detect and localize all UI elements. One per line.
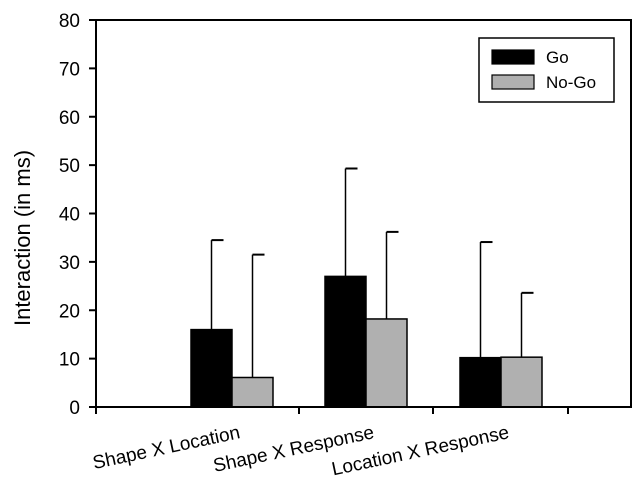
y-tick-label-20: 20	[59, 301, 80, 322]
y-tick-label-80: 80	[59, 11, 80, 32]
legend-box	[478, 37, 615, 103]
bar-no-go-1	[231, 376, 274, 408]
legend-swatch-go	[491, 49, 535, 65]
bar-go-2	[324, 275, 367, 408]
legend: Go No-Go	[478, 37, 615, 103]
bar-no-go-3	[500, 356, 543, 408]
y-tick-label-50: 50	[59, 156, 80, 177]
legend-label-no-go: No-Go	[546, 73, 596, 92]
bar-go-1	[190, 328, 233, 408]
y-tick-label-10: 10	[59, 350, 80, 371]
y-tick-label-30: 30	[59, 253, 80, 274]
bar-go-3	[459, 356, 502, 408]
y-tick-label-70: 70	[59, 59, 80, 80]
bar-no-go-2	[365, 318, 408, 408]
legend-label-go: Go	[546, 48, 569, 67]
y-tick-label-40: 40	[59, 205, 80, 226]
y-tick-label-0: 0	[69, 398, 80, 419]
y-tick-label-60: 60	[59, 108, 80, 129]
plot-area	[190, 167, 543, 408]
legend-swatch-no-go	[491, 74, 535, 90]
y-axis-title: Interaction (in ms)	[10, 150, 35, 326]
